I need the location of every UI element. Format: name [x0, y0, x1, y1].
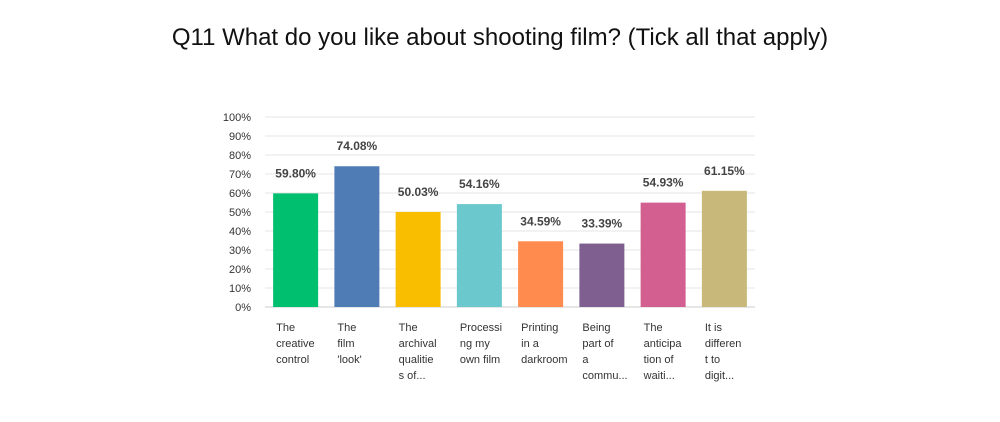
y-tick-label: 70% [229, 169, 251, 181]
bar [701, 190, 747, 307]
y-tick-label: 40% [229, 226, 251, 238]
bar [640, 202, 686, 307]
y-tick-label: 0% [235, 302, 251, 314]
y-tick-label: 30% [229, 245, 251, 257]
category-label: Being part of a commu... [582, 322, 627, 382]
bar [579, 243, 625, 307]
bar-value-label: 54.16% [459, 177, 500, 191]
bar-value-label: 61.15% [704, 164, 745, 178]
y-tick-label: 80% [229, 150, 251, 162]
y-tick-label: 100% [223, 112, 251, 124]
bar [456, 204, 502, 307]
bar [273, 193, 319, 307]
bar [334, 166, 380, 307]
bar [518, 241, 564, 307]
bar-value-label: 34.59% [520, 214, 561, 228]
category-label: The anticipa tion of waiti... [643, 322, 683, 382]
category-label: Processi ng my own film [460, 322, 502, 366]
y-tick-label: 10% [229, 283, 251, 295]
category-label: The creative control [276, 322, 315, 366]
category-label: It is differen t to digit... [705, 322, 742, 382]
bar-value-label: 74.08% [337, 139, 378, 153]
y-axis-ticks: 0% 10% 20% 30% 40% 50% 60% 70% 80% 90% 100% [223, 112, 251, 314]
bar-value-label: 50.03% [398, 185, 439, 199]
bar-value-label: 59.80% [275, 166, 316, 180]
category-label: The film'look' [337, 322, 361, 366]
bars [273, 166, 747, 307]
y-tick-label: 20% [229, 264, 251, 276]
category-label: Printing in a darkroom [521, 322, 567, 366]
chart-title: Q11 What do you like about shooting film… [171, 24, 829, 51]
category-labels: The creative control The film'look' The archiv… [276, 322, 741, 382]
y-tick-label: 60% [229, 188, 251, 200]
y-tick-label: 90% [229, 131, 251, 143]
y-tick-label: 50% [229, 207, 251, 219]
bar-value-label: 54.93% [643, 176, 684, 190]
value-labels: 59.80% 74.08% 50.03% 54.16% 34.59% 33.39% 54.9… [275, 139, 745, 230]
bar [395, 211, 441, 307]
category-label: The archival qualitie s of... [399, 322, 437, 382]
bar-value-label: 33.39% [582, 217, 623, 231]
